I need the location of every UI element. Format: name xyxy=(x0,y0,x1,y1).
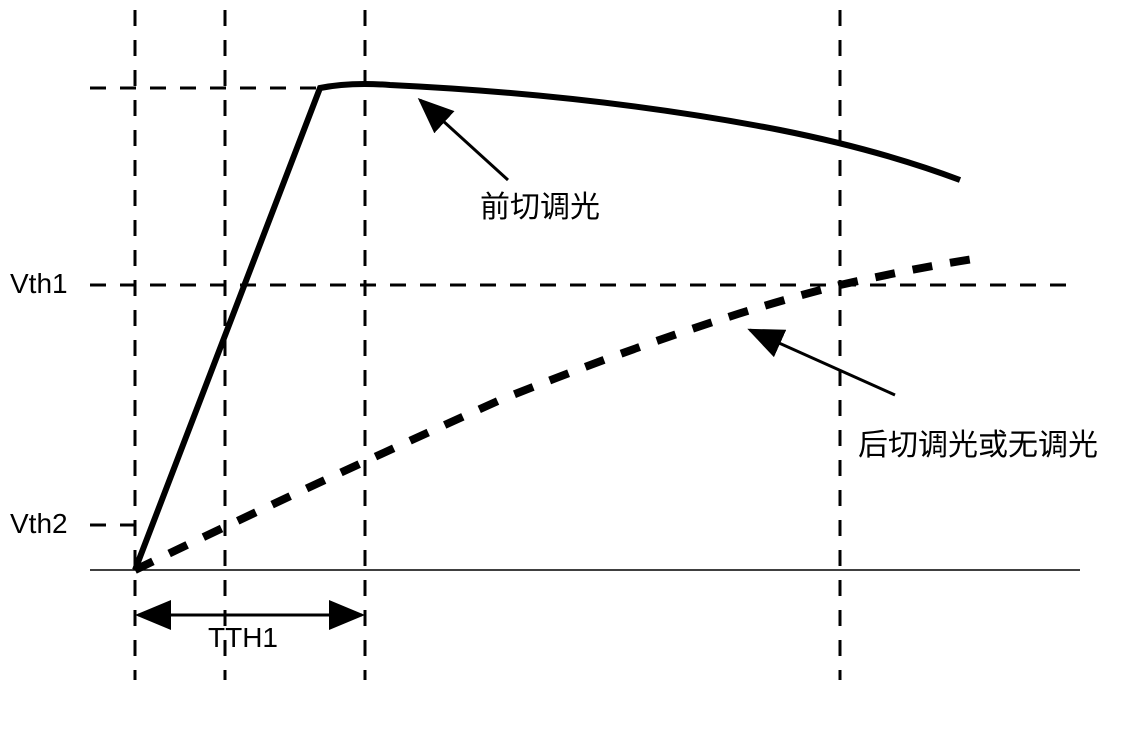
diagram-svg xyxy=(0,0,1123,740)
trailing-edge-curve xyxy=(135,258,980,570)
trailing-arrow xyxy=(750,330,895,395)
leading-arrow xyxy=(420,100,508,180)
leading-edge-curve xyxy=(135,84,960,570)
vth2-label: Vth2 xyxy=(10,508,68,540)
leading-edge-label: 前切调光 xyxy=(480,182,600,226)
vth1-label: Vth1 xyxy=(10,268,68,300)
tth1-label: TTH1 xyxy=(208,622,278,654)
dimming-waveform-diagram: Vth1 Vth2 TTH1 前切调光 后切调光或无调光 xyxy=(0,0,1123,740)
trailing-edge-label: 后切调光或无调光 xyxy=(858,420,1098,464)
